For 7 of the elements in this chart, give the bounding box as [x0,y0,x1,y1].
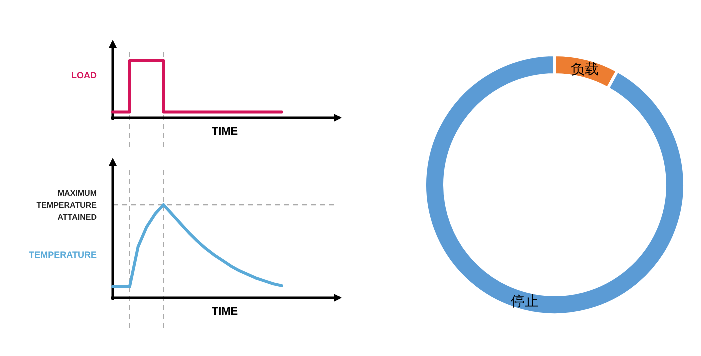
ref-line-label: MAXIMUM TEMPERATURE ATTAINED [36,189,98,222]
x-axis-title: TIME [212,126,238,138]
x-axis-title: TIME [212,306,238,318]
y-axis-title: LOAD [72,70,98,80]
slice-label: 停止 [511,293,540,310]
y-axis-title: TEMPERATURE [29,250,97,260]
slice-label: 负载 [570,60,599,77]
